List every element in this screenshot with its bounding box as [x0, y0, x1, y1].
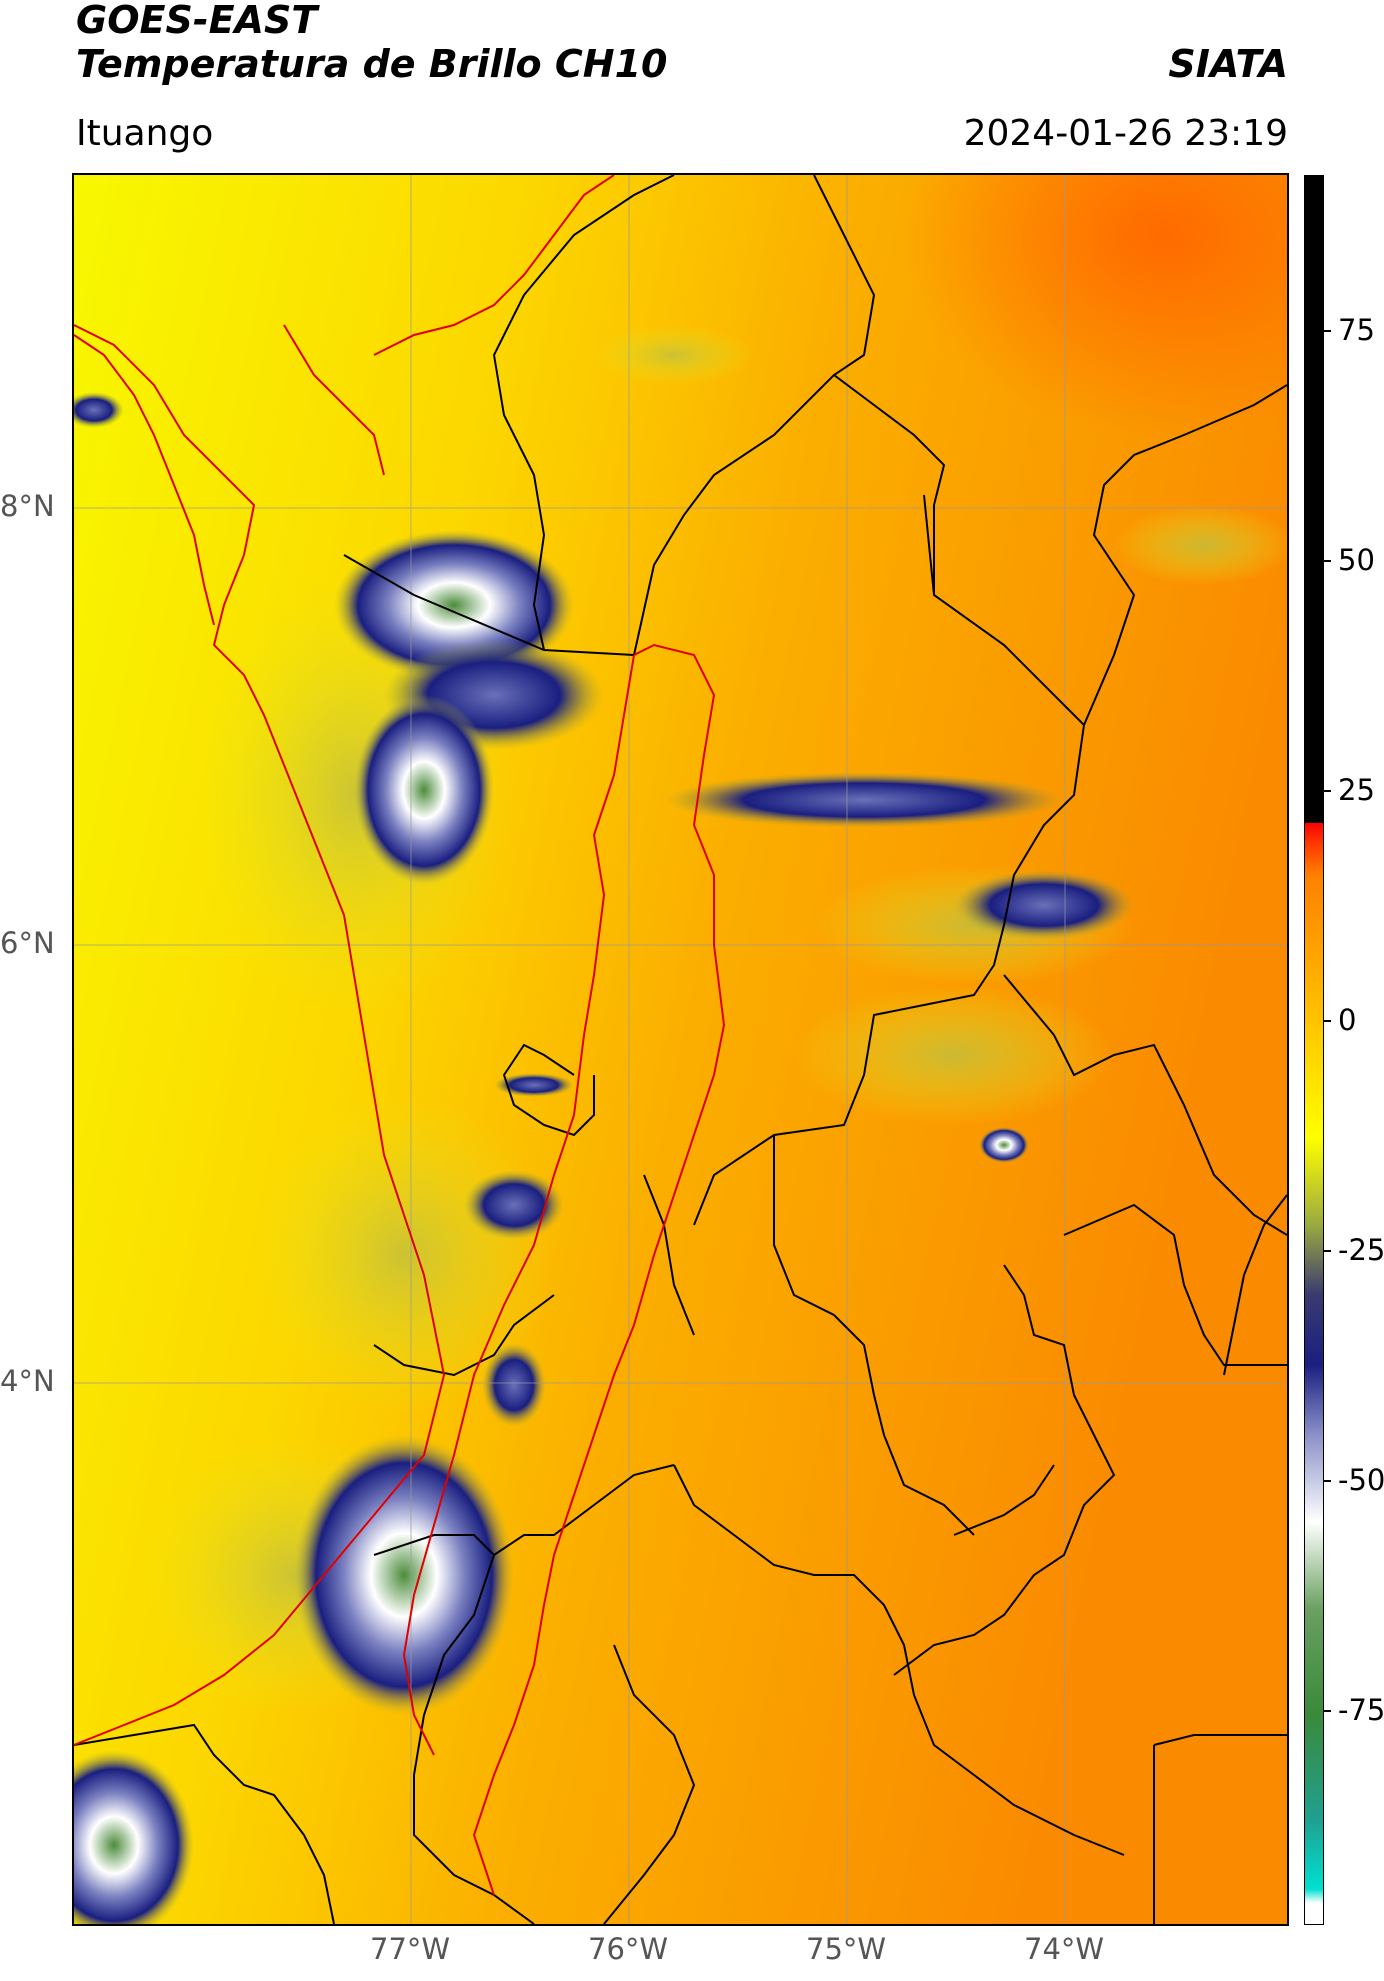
map-canvas: [74, 175, 1287, 1924]
colorbar-label: 0: [1338, 1003, 1357, 1037]
colorbar-tick: [1323, 790, 1331, 792]
colorbar-label: -25: [1338, 1233, 1384, 1267]
organization-label: SIATA: [1168, 42, 1288, 86]
cloud-top: [74, 1750, 194, 1924]
gridlines: [74, 175, 1287, 1924]
coastline: [74, 175, 726, 1896]
satellite-title: GOES-EAST: [76, 0, 318, 42]
cloud-top: [354, 695, 494, 885]
cloud-top: [954, 870, 1134, 940]
cloud-top: [979, 1127, 1029, 1163]
colorbar-tick: [1323, 1710, 1331, 1712]
haze-region: [254, 1095, 554, 1415]
map-panel[interactable]: [72, 173, 1289, 1926]
cloud-top: [294, 1435, 514, 1715]
cloud-top: [494, 1073, 574, 1097]
lon-label: 77°W: [370, 1932, 451, 1966]
department-borders: [74, 175, 1287, 1924]
cloud-band: [664, 772, 1064, 828]
haze-region: [794, 985, 1114, 1125]
colorbar-label: 25: [1338, 773, 1375, 807]
cloud-top: [74, 392, 124, 428]
colorbar-tick: [1323, 1250, 1331, 1252]
colorbar-label: 75: [1338, 313, 1375, 347]
lon-label: 76°W: [588, 1932, 669, 1966]
datetime-label: 2024-01-26 23:19: [963, 113, 1288, 154]
warm-region: [904, 175, 1287, 435]
lon-label: 74°W: [1024, 1932, 1105, 1966]
cloud-top: [464, 1170, 564, 1240]
location-label: Ituango: [76, 113, 214, 154]
lat-label: 8°N: [0, 489, 55, 523]
colorbar-tick: [1323, 1480, 1331, 1482]
lon-label: 75°W: [806, 1932, 887, 1966]
colorbar-label: 50: [1338, 543, 1375, 577]
colorbar-label: -75: [1338, 1693, 1384, 1727]
haze-region: [594, 325, 754, 385]
colorbar-tick: [1323, 1020, 1331, 1022]
colorbar-tick: [1323, 330, 1331, 332]
colorbar: [1304, 175, 1324, 1925]
colorbar-tick: [1323, 560, 1331, 562]
product-title: Temperatura de Brillo CH10: [76, 42, 668, 86]
haze-region: [1114, 505, 1287, 585]
lat-label: 6°N: [0, 926, 55, 960]
colorbar-label: -50: [1338, 1463, 1384, 1497]
lat-label: 4°N: [0, 1364, 55, 1398]
cloud-top: [482, 1343, 546, 1427]
